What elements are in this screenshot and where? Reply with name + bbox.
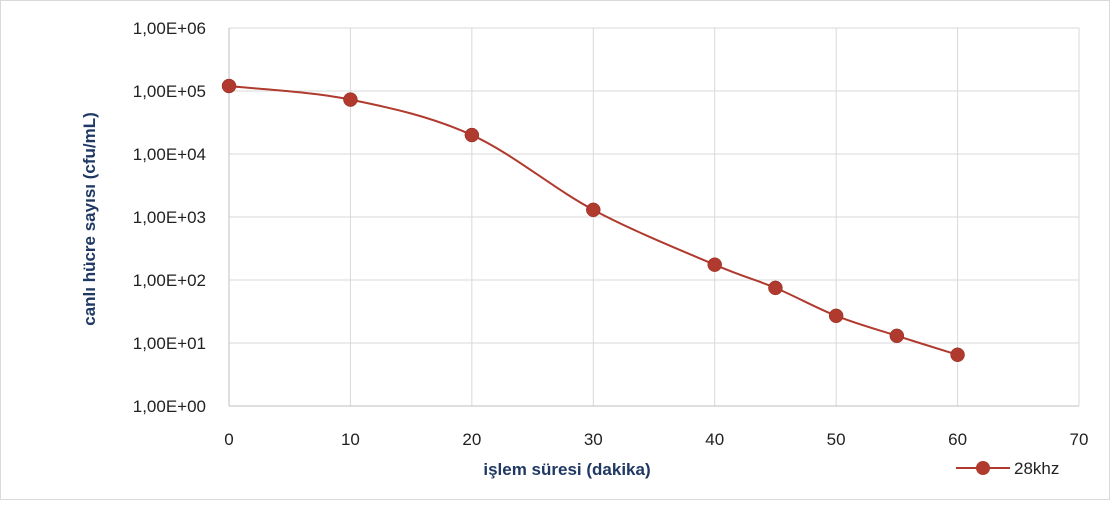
series-group	[221, 78, 965, 363]
data-point-45	[768, 280, 783, 296]
x-tick-labels: 0 10 20 30 40 50 60 70	[224, 430, 1088, 449]
y-axis-title: canlı hücre sayısı (cfu/mL)	[80, 112, 99, 326]
data-point-60	[950, 347, 965, 363]
series-line-0	[228, 85, 958, 356]
legend-marker	[976, 461, 990, 475]
data-point-40	[707, 257, 722, 272]
x-axis-title: işlem süresi (dakika)	[483, 460, 650, 479]
x-tick-label: 0	[224, 430, 233, 449]
y-tick-labels: 1,00E+00 1,00E+01 1,00E+02 1,00E+03 1,00E+04…	[133, 19, 206, 416]
grid-lines	[229, 27, 1080, 406]
x-tick-label: 30	[584, 430, 603, 449]
x-tick-label: 40	[705, 430, 724, 449]
x-tick-label: 70	[1070, 430, 1089, 449]
y-tick-label: 1,00E+06	[133, 19, 206, 38]
data-point-10	[343, 92, 358, 107]
data-point-0	[221, 78, 237, 94]
legend-label: 28khz	[1014, 459, 1059, 478]
x-tick-label: 60	[948, 430, 967, 449]
legend: 28khz	[956, 459, 1059, 478]
data-point-20	[464, 127, 480, 143]
y-tick-label: 1,00E+01	[133, 334, 206, 353]
y-tick-label: 1,00E+04	[133, 145, 206, 164]
y-tick-label: 1,00E+02	[133, 271, 206, 290]
y-tick-label: 1,00E+00	[133, 397, 206, 416]
data-point-55	[889, 328, 905, 344]
data-point-30	[586, 202, 601, 218]
y-tick-label: 1,00E+03	[133, 208, 206, 227]
y-tick-label: 1,00E+05	[133, 82, 206, 101]
x-tick-label: 50	[827, 430, 846, 449]
data-point-50	[828, 308, 844, 324]
x-tick-label: 20	[462, 430, 481, 449]
x-tick-label: 10	[341, 430, 360, 449]
